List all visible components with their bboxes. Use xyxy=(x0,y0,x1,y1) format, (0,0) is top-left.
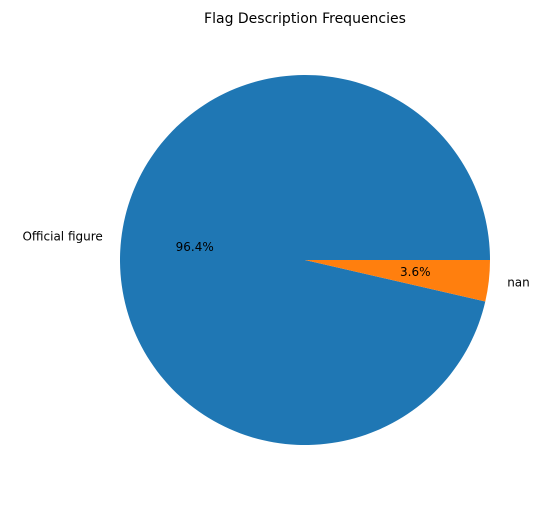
pie-category-label: nan xyxy=(507,275,530,289)
pie-slices xyxy=(120,74,491,445)
pie-percent-label: 3.6% xyxy=(400,265,431,279)
pie-percent-label: 96.4% xyxy=(176,240,214,254)
pie-slice-official-figure xyxy=(120,74,491,445)
chart-title: Flag Description Frequencies xyxy=(204,11,406,27)
pie-category-label: Official figure xyxy=(22,230,102,244)
pie-labels: Official figure 96.4% nan 3.6% xyxy=(22,230,529,290)
pie-slice-nan xyxy=(305,260,490,302)
